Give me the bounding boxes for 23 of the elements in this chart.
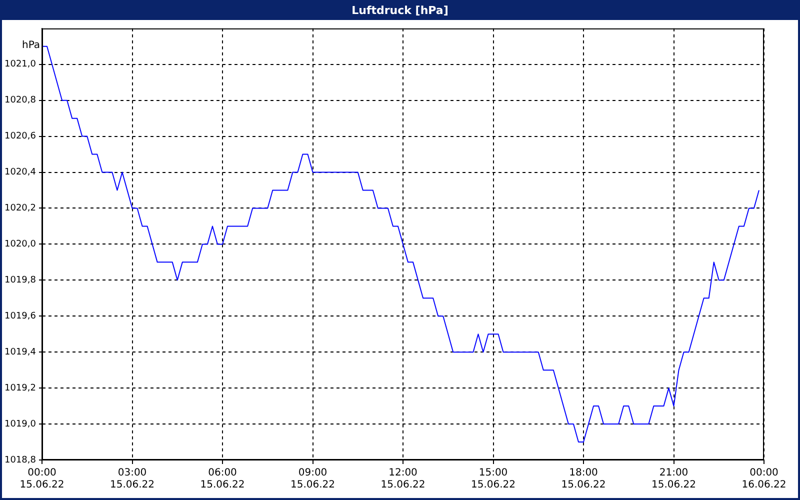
x-tick-label: 03:00 15.06.22: [110, 468, 155, 491]
y-tick-label: 1019,4: [4, 347, 36, 358]
y-axis-title: hPa: [22, 40, 40, 51]
x-tick-label: 09:00 15.06.22: [290, 468, 336, 491]
y-tick-label: 1020,4: [4, 168, 36, 178]
y-tick-label: 1019,2: [4, 383, 36, 394]
y-tick-label: 1020,6: [4, 132, 36, 142]
y-tick-label: 1020,2: [4, 204, 36, 214]
x-tick-label: 18:00 15.06.22: [561, 468, 606, 491]
x-tick-label: 06:00 15.06.22: [200, 468, 245, 491]
x-tick-label: 12:00 15.06.22: [380, 468, 426, 491]
y-tick-label: 1019,0: [4, 419, 36, 430]
y-tick-label: 1019,6: [4, 311, 36, 322]
y-tick-label: 1019,8: [4, 276, 36, 286]
x-tick-label: 15:00 15.06.22: [470, 468, 516, 491]
chart-title: Luftdruck [hPa]: [2, 2, 798, 20]
y-tick-label: 1020,0: [4, 240, 36, 250]
y-tick-label: 1018,8: [4, 455, 36, 466]
x-tick-label: 21:00 15.06.22: [651, 468, 696, 491]
y-tick-label: 1021,0: [4, 60, 36, 70]
y-tick-label: 1020,8: [4, 96, 36, 106]
x-tick-label: 00:00 16.06.22: [742, 468, 786, 491]
x-tick-label: 00:00 15.06.22: [20, 468, 64, 491]
